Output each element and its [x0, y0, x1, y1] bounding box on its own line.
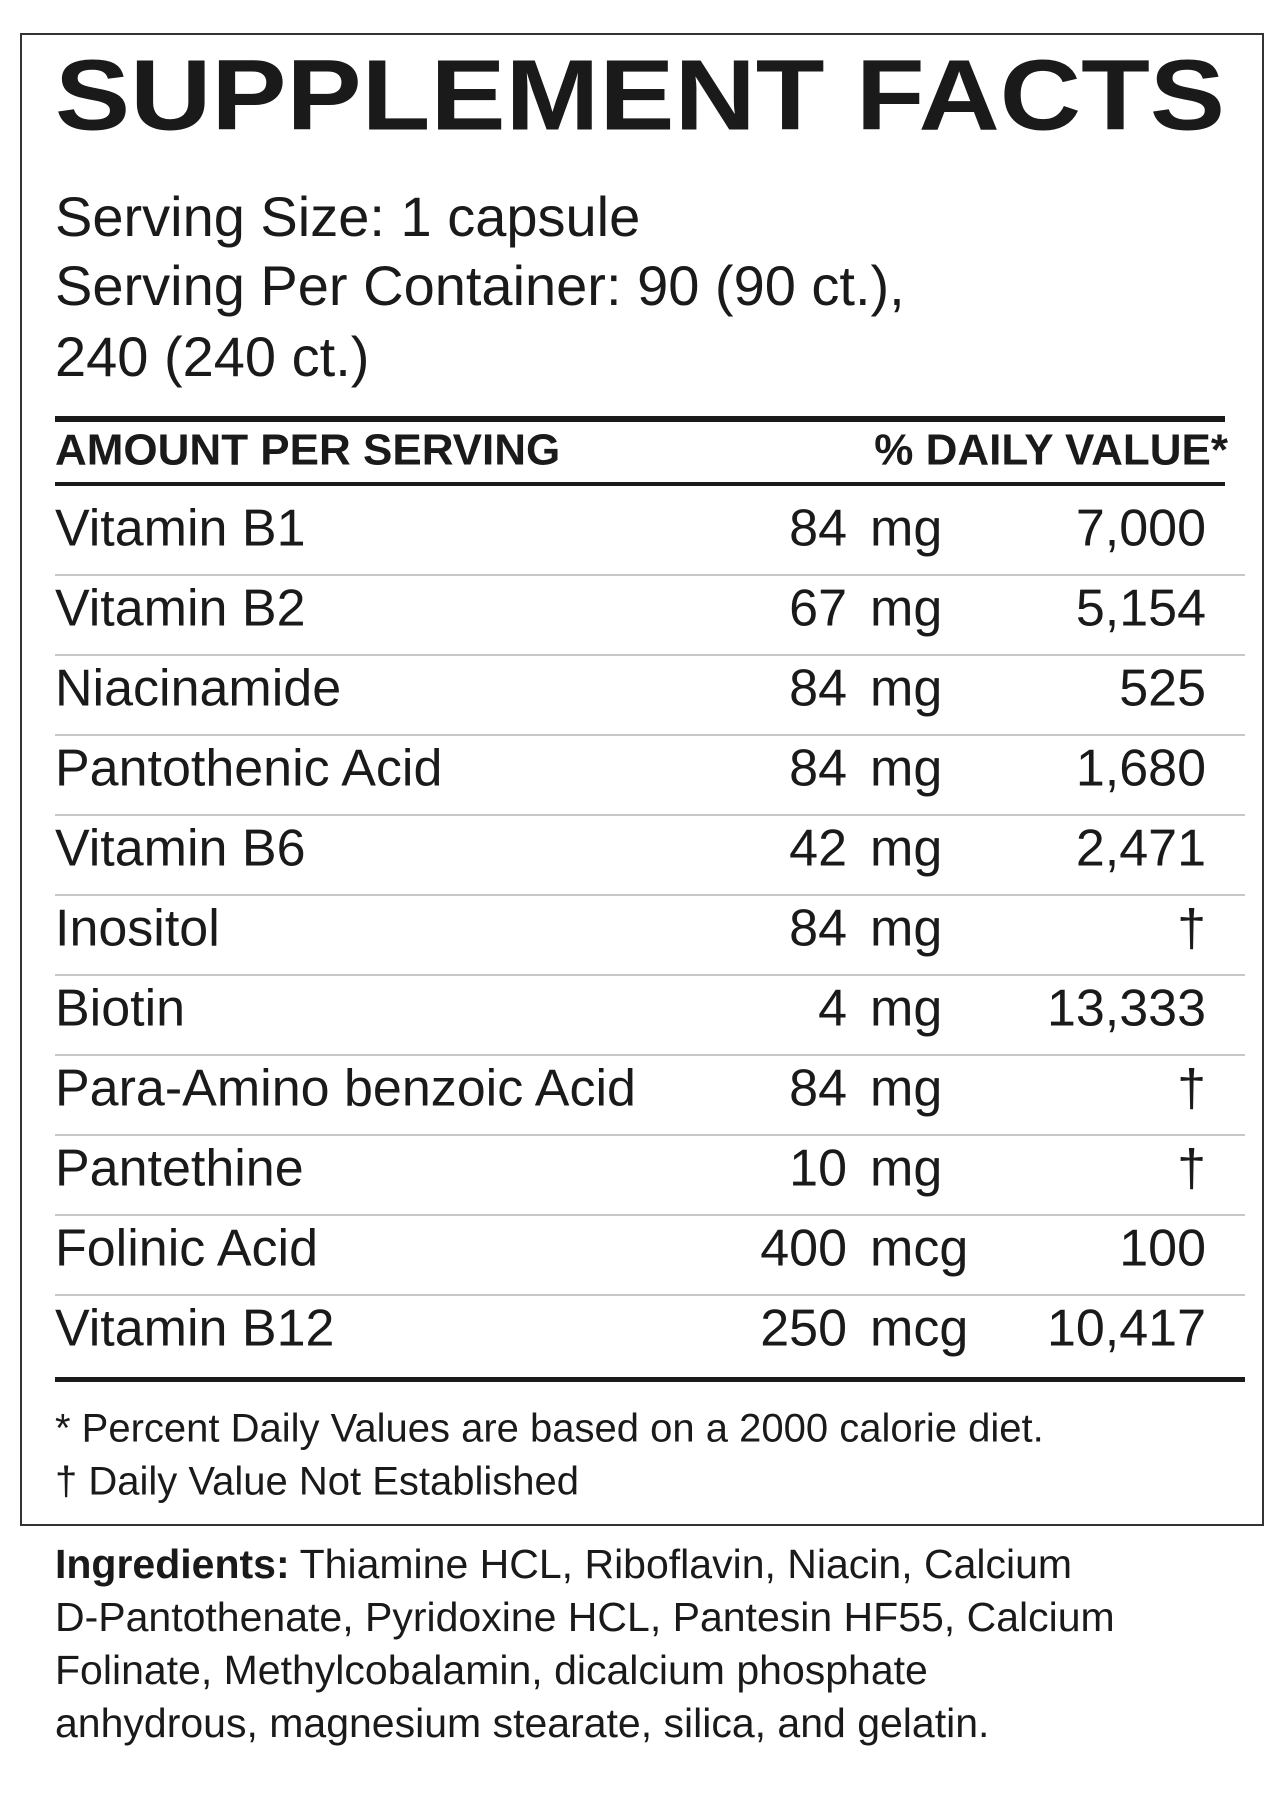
daily-value: 13,333 — [1047, 980, 1206, 1038]
label-border — [20, 33, 1264, 1526]
nutrient-name: Inositol — [55, 900, 220, 958]
unit: mg — [870, 580, 942, 638]
header-rule — [55, 482, 1225, 486]
thick-rule — [55, 1377, 1245, 1382]
amount: 400 — [760, 1220, 847, 1278]
row-rule — [55, 1294, 1245, 1296]
daily-value: † — [1177, 900, 1206, 958]
nutrient-name: Vitamin B1 — [55, 500, 306, 558]
nutrient-name: Vitamin B6 — [55, 820, 306, 878]
ingredients-line: anhydrous, magnesium stearate, silica, a… — [55, 1700, 989, 1746]
row-rule — [55, 1214, 1245, 1216]
footnote: * Percent Daily Values are based on a 20… — [55, 1407, 1044, 1451]
nutrient-name: Niacinamide — [55, 660, 341, 718]
unit: mg — [870, 900, 942, 958]
ingredients-label: Ingredients: — [55, 1541, 290, 1587]
ingredients: Thiamine HCL, Riboflavin, Niacin, Calciu… — [55, 1541, 1115, 1746]
row-rule — [55, 814, 1245, 816]
serving-line: Serving Size: 1 capsule — [55, 185, 640, 248]
amount: 42 — [789, 820, 847, 878]
daily-value: 10,417 — [1047, 1300, 1206, 1358]
daily-value: 100 — [1119, 1220, 1206, 1278]
daily-value: † — [1177, 1060, 1206, 1118]
serving-line: 240 (240 ct.) — [55, 325, 369, 388]
nutrient-name: Pantethine — [55, 1140, 304, 1198]
daily-value: 525 — [1119, 660, 1206, 718]
unit: mcg — [870, 1220, 968, 1278]
unit: mg — [870, 660, 942, 718]
nutrient-name: Biotin — [55, 980, 185, 1038]
header-amount: AMOUNT PER SERVING — [55, 426, 560, 475]
nutrient-name: Pantothenic Acid — [55, 740, 442, 798]
row-rule — [55, 654, 1245, 656]
nutrient-table: Vitamin B1 84 mg 7,000 Vitamin B2 67 mg 5,154 Ni… — [55, 500, 1245, 1358]
row-rule — [55, 574, 1245, 576]
nutrient-name: Folinic Acid — [55, 1220, 318, 1278]
unit: mg — [870, 740, 942, 798]
header-daily-value: % DAILY VALUE* — [874, 426, 1229, 475]
amount: 84 — [789, 900, 847, 958]
daily-value: 5,154 — [1076, 580, 1206, 638]
nutrient-name: Para-Amino benzoic Acid — [55, 1060, 636, 1118]
thick-rule — [55, 416, 1225, 422]
amount: 250 — [760, 1300, 847, 1358]
row-rule — [55, 1054, 1245, 1056]
unit: mcg — [870, 1300, 968, 1358]
row-rule — [55, 894, 1245, 896]
amount: 84 — [789, 740, 847, 798]
unit: mg — [870, 980, 942, 1038]
row-rule — [55, 974, 1245, 976]
amount: 67 — [789, 580, 847, 638]
nutrient-name: Vitamin B12 — [55, 1300, 334, 1358]
ingredients-line: D-Pantothenate, Pyridoxine HCL, Pantesin… — [55, 1594, 1115, 1640]
ingredients-line: Thiamine HCL, Riboflavin, Niacin, Calciu… — [300, 1541, 1072, 1587]
row-rule — [55, 734, 1245, 736]
daily-value: 7,000 — [1076, 500, 1206, 558]
daily-value: 2,471 — [1076, 820, 1206, 878]
unit: mg — [870, 820, 942, 878]
title: SUPPLEMENT FACTS — [55, 39, 1225, 151]
amount: 84 — [789, 660, 847, 718]
unit: mg — [870, 1140, 942, 1198]
amount: 10 — [789, 1140, 847, 1198]
unit: mg — [870, 1060, 942, 1118]
amount: 84 — [789, 1060, 847, 1118]
daily-value: 1,680 — [1076, 740, 1206, 798]
row-rule — [55, 1134, 1245, 1136]
daily-value: † — [1177, 1140, 1206, 1198]
serving-line: Serving Per Container: 90 (90 ct.), — [55, 254, 905, 317]
unit: mg — [870, 500, 942, 558]
nutrient-name: Vitamin B2 — [55, 580, 306, 638]
ingredients-line: Folinate, Methylcobalamin, dicalcium pho… — [55, 1647, 928, 1693]
footnote: † Daily Value Not Established — [55, 1460, 579, 1504]
amount: 4 — [818, 980, 847, 1038]
amount: 84 — [789, 500, 847, 558]
